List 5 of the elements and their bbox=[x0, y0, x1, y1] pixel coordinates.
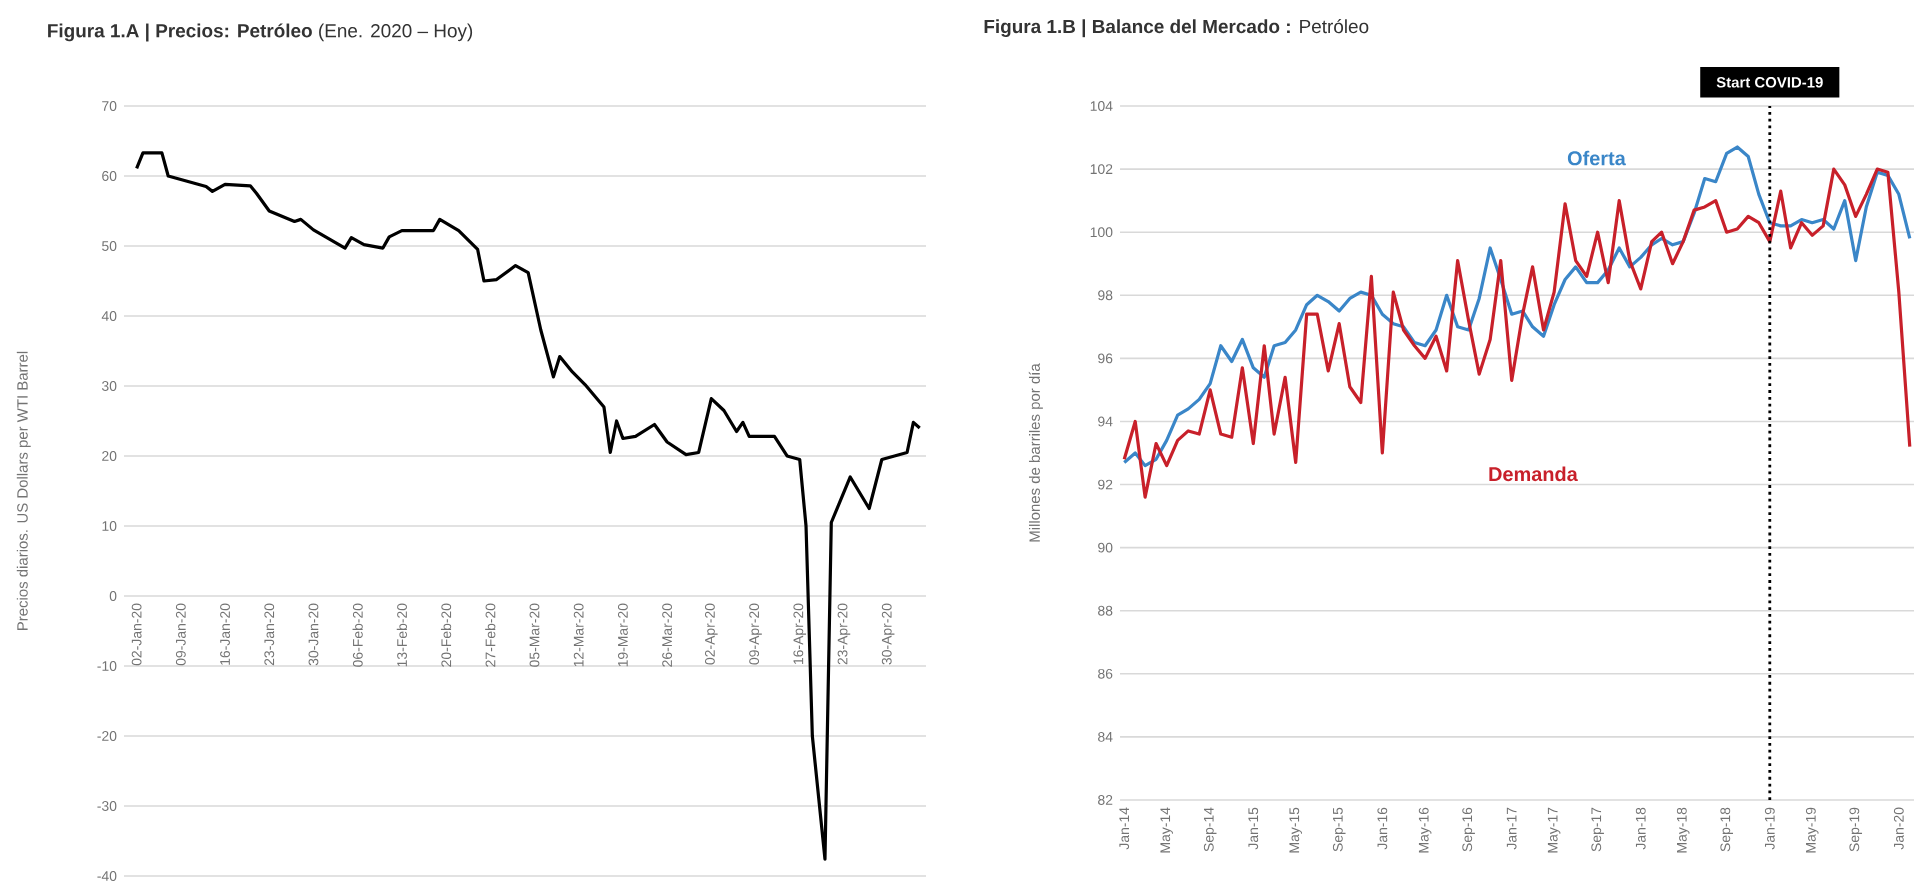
chart-title: Figura 1.B | Balance del Mercado : Petróleo bbox=[984, 19, 1369, 38]
chart-title: Figura 1.A | Precios: Petróleo (Ene. 2020 – Hoy) bbox=[48, 23, 473, 42]
text: Demanda bbox=[1489, 466, 1578, 482]
line-series bbox=[135, 151, 922, 861]
text: Oferta bbox=[1567, 150, 1626, 166]
